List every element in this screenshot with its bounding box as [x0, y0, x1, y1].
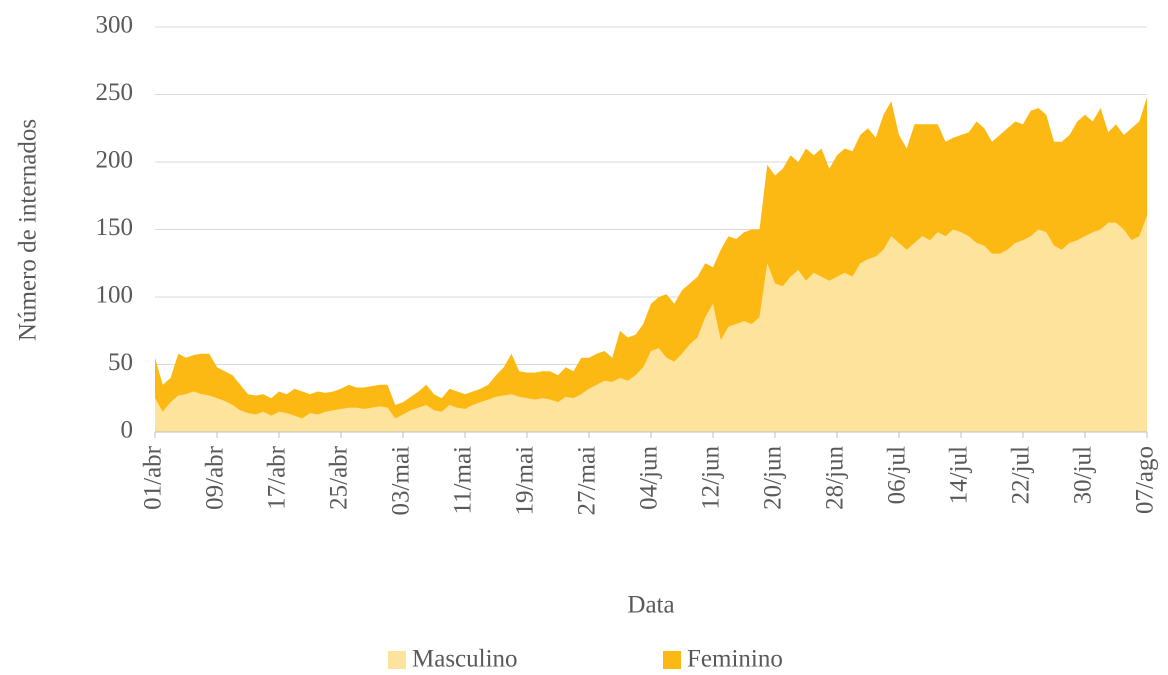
- legend-swatch: [663, 651, 681, 669]
- legend-label: Masculino: [412, 646, 518, 673]
- legend-label: Feminino: [687, 646, 783, 673]
- area: [155, 97, 1147, 419]
- y-tick-label: 0: [121, 417, 134, 444]
- y-tick-label: 100: [96, 282, 134, 309]
- y-axis-title: Número de internados: [15, 119, 42, 341]
- x-axis-title: Data: [627, 592, 674, 619]
- legend-swatch: [388, 651, 406, 669]
- x-tick-label: 20/jun: [760, 446, 787, 510]
- y-tick-label: 250: [96, 79, 134, 106]
- x-tick-label: 19/mai: [512, 446, 539, 515]
- y-tick-label: 300: [96, 12, 134, 39]
- x-tick-label: 22/jul: [1008, 446, 1035, 504]
- x-tick-label: 17/abr: [264, 445, 291, 510]
- x-tick-label: 27/mai: [574, 446, 601, 515]
- x-tick-label: 06/jul: [884, 446, 911, 504]
- area: [155, 216, 1147, 432]
- x-tick-label: 28/jun: [822, 446, 849, 510]
- x-tick-label: 12/jun: [698, 446, 725, 510]
- x-tick-label: 25/abr: [326, 445, 353, 510]
- x-tick-label: 14/jul: [946, 446, 973, 504]
- x-tick-label: 03/mai: [388, 446, 415, 515]
- x-tick-label: 01/abr: [140, 445, 167, 510]
- y-tick-label: 150: [96, 214, 134, 241]
- y-tick-label: 50: [108, 349, 133, 376]
- x-tick-label: 30/jul: [1070, 446, 1097, 504]
- x-tick-label: 09/abr: [202, 445, 229, 510]
- x-tick-label: 04/jun: [636, 446, 663, 510]
- x-tick-label: 07/ago: [1132, 446, 1159, 514]
- y-tick-label: 200: [96, 147, 134, 174]
- x-tick-label: 11/mai: [450, 446, 477, 515]
